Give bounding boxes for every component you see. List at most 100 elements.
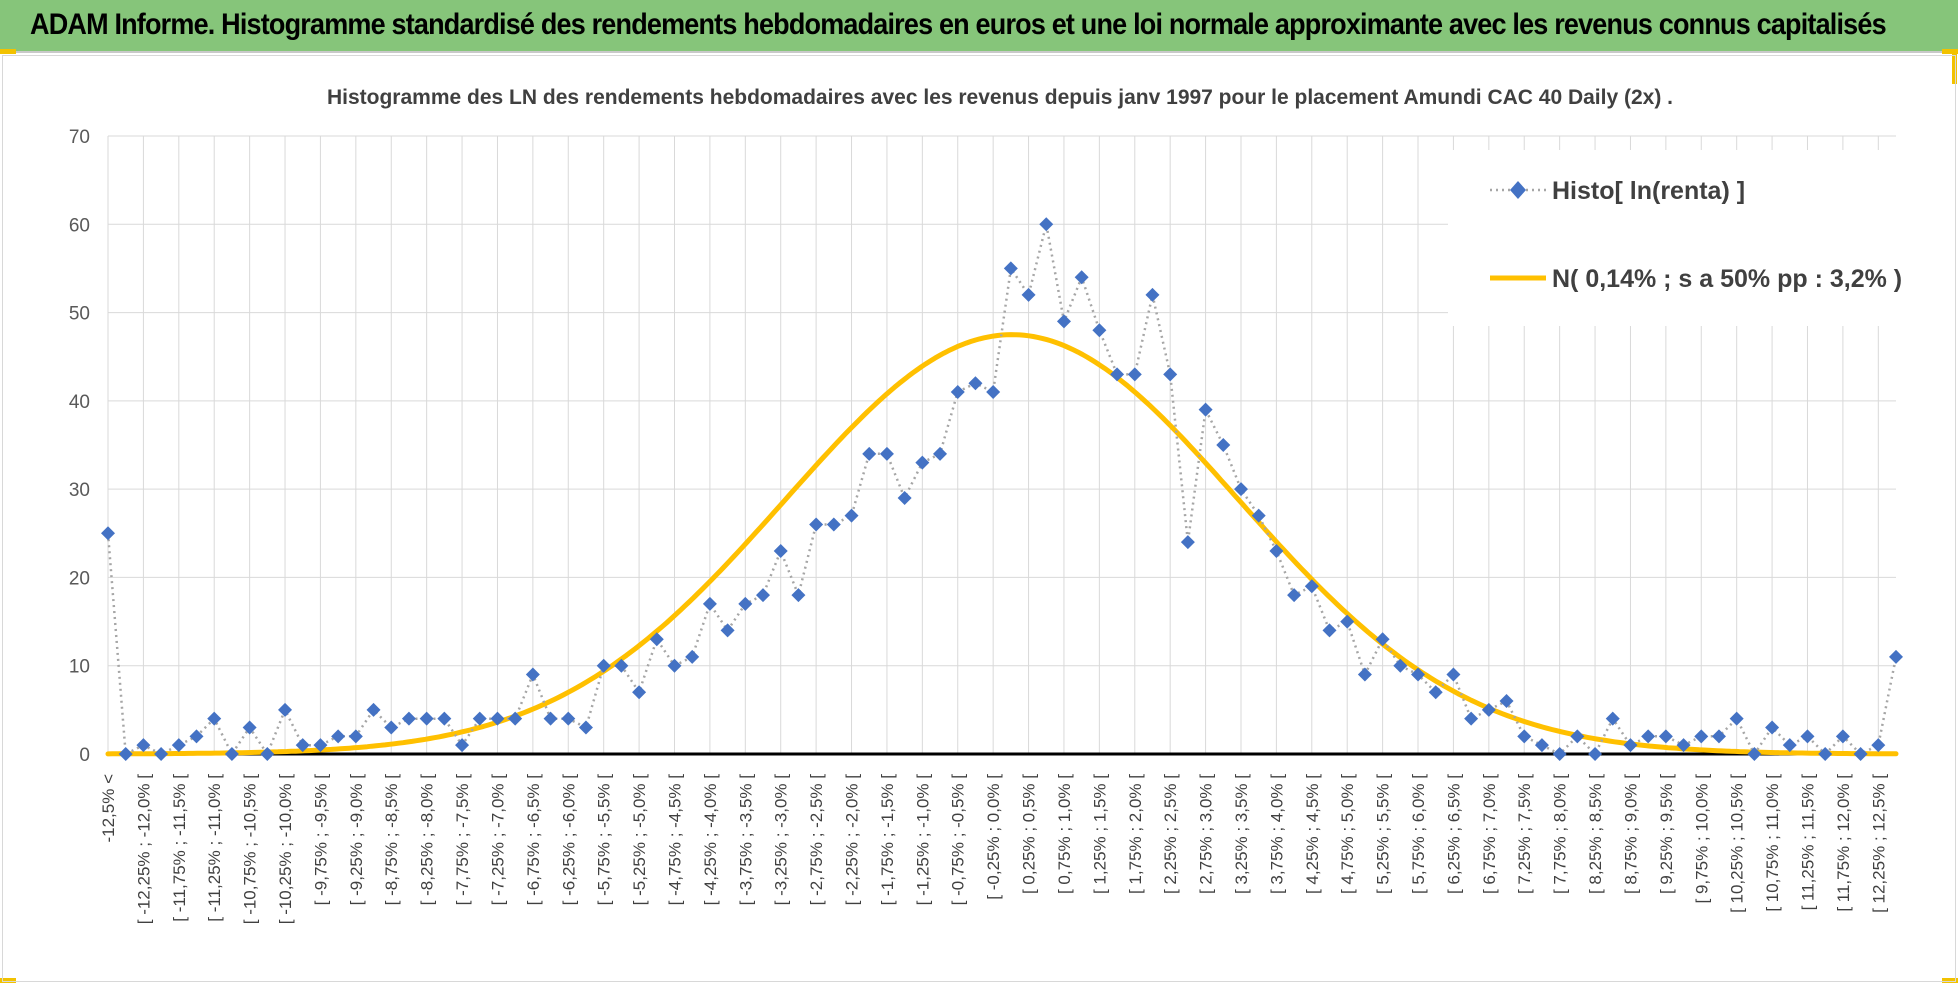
x-tick-label: [ -5,25% ; -5,0% [ [630,774,649,906]
x-tick-label: [ 10,75% ; 11,0% [ [1763,774,1782,912]
histo-point [242,720,257,735]
histo-point [1340,614,1355,629]
histo-point [118,747,133,761]
histo-point [543,711,558,726]
x-tick-label: [ 6,25% ; 6,5% [ [1444,774,1463,894]
x-tick-label: [ 4,25% ; 4,5% [ [1303,774,1322,894]
histo-point [1003,261,1018,276]
histo-point [1729,711,1744,726]
x-tick-label: [ 11,75% ; 12,0% [ [1834,774,1853,912]
histo-point [950,385,965,400]
histo-point [1074,270,1089,285]
chart-frame [2,55,1956,982]
histo-point [331,729,346,744]
corner-mark-right [1952,54,1957,84]
x-tick-label: [ 8,25% ; 8,5% [ [1586,774,1605,894]
x-tick-label: [ -4,75% ; -4,5% [ [665,774,684,906]
histo-point [879,446,894,461]
x-tick-label: [ 12,25% ; 12,5% [ [1869,774,1888,913]
histo-point [1676,738,1691,753]
histo-point [295,738,310,753]
histo-point [720,623,735,638]
x-tick-label: [ -9,25% ; -9,0% [ [347,774,366,906]
histo-point [1853,747,1868,761]
histo-point [207,711,222,726]
histo-point [189,729,204,744]
x-tick-label: [ 0,25% ; 0,5% [ [1020,774,1039,894]
histo-point [508,711,523,726]
corner-mark-top-left [0,49,16,54]
histo-point [1375,632,1390,647]
histo-point [897,490,912,505]
x-tick-label: [ -10,25% ; -10,0% [ [276,774,295,925]
histo-point [1233,482,1248,497]
histo-point [490,711,505,726]
histo-point [1357,667,1372,682]
y-tick-label: 20 [69,568,90,589]
histo-point [968,376,983,391]
histo-point [1056,314,1071,329]
x-tick-label: [ -1,75% ; -1,5% [ [878,774,897,906]
legend-histo-label: Histo[ ln(renta) ] [1552,177,1745,205]
histo-point [401,711,416,726]
histo-point [1428,685,1443,700]
x-tick-label: [ -8,25% ; -8,0% [ [418,774,437,906]
histo-point [986,385,1001,400]
histo-point [154,747,169,761]
histo-point [1127,367,1142,382]
histo-point [1641,729,1656,744]
histo-point [260,747,275,761]
x-tick-label: [ -11,75% ; -11,5% [ [170,774,189,922]
histo-point [1889,649,1903,664]
histo-point [685,649,700,664]
histo-point [1180,535,1195,550]
histo-point [596,658,611,673]
y-tick-label: 30 [69,480,90,501]
x-tick-label: [ -0,75% ; -0,5% [ [949,774,968,906]
histo-point [1322,623,1337,638]
y-tick-label: 60 [69,215,90,236]
histo-point [1765,720,1780,735]
histo-point [1800,729,1815,744]
x-tick-label: [ 11,25% ; 11,5% [ [1798,774,1817,911]
histo-point [1499,694,1514,709]
histo-point [455,738,470,753]
histo-point [171,738,186,753]
histo-point [791,588,806,603]
x-tick-label: [ 7,25% ; 7,5% [ [1515,774,1534,894]
histo-point [384,720,399,735]
histo-point [1694,729,1709,744]
y-tick-label: 10 [69,657,90,678]
x-axis-ticks: -12,5% < [ -12,25% ; -12,0% [[ -11,75% ; … [99,774,1888,925]
histo-point [278,702,293,717]
x-tick-label: [ -7,25% ; -7,0% [ [488,774,507,906]
x-tick-label: [ 3,25% ; 3,5% [ [1232,774,1251,894]
histo-point [756,588,771,603]
histo-point [1251,508,1266,523]
histo-point [844,508,859,523]
histo-point [313,738,328,753]
histo-point [472,711,487,726]
histo-point [933,446,948,461]
histo-point [1711,729,1726,744]
corner-mark-bottom-right [1942,978,1958,983]
histo-point [702,596,717,611]
histo-point [136,738,151,753]
legend-normal-label: N( 0,14% ; s a 50% pp : 3,2% ) [1552,265,1902,293]
x-tick-label: [ -6,25% ; -6,0% [ [559,774,578,906]
histo-point [1481,702,1496,717]
x-tick-label: [ 9,75% ; 10,0% [ [1692,774,1711,904]
histo-point [419,711,434,726]
banner-title: ADAM Informe. Histogramme standardisé de… [30,8,1887,41]
corner-mark-top-right [1942,49,1958,54]
histo-point [101,526,115,541]
histo-point [614,658,629,673]
histo-point [578,720,593,735]
histo-point [1570,729,1585,744]
x-tick-label: [ 2,75% ; 3,0% [ [1197,774,1216,894]
histo-point [738,596,753,611]
histo-point [437,711,452,726]
x-tick-label: [ -6,75% ; -6,5% [ [524,774,543,906]
histo-point [809,517,824,532]
